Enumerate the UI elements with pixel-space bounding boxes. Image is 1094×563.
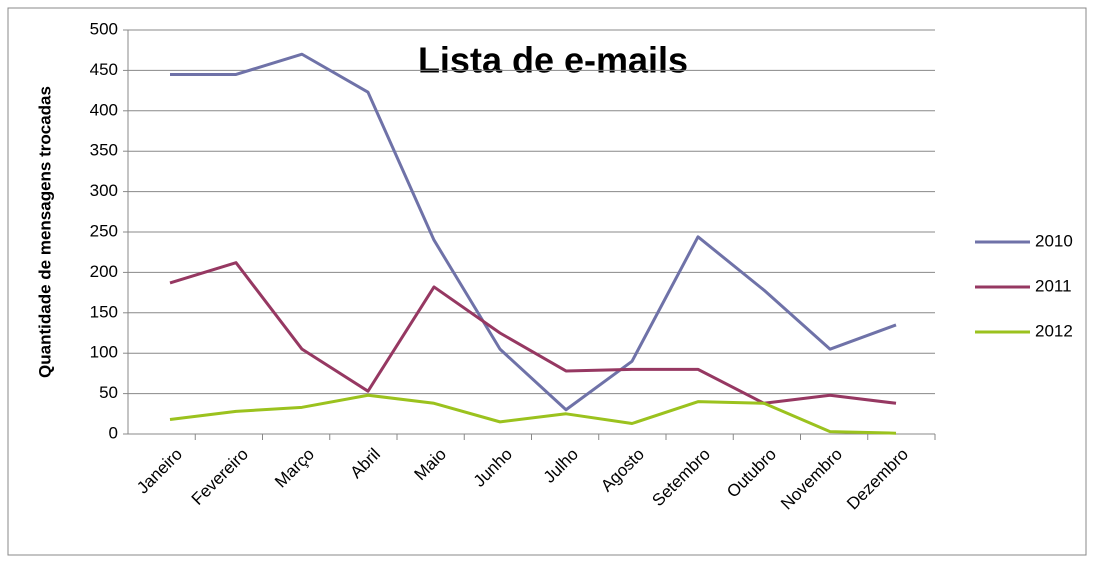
chart-border [7, 7, 1087, 556]
y-tick-label: 150 [90, 302, 118, 321]
chart-title: Lista de e-mails [418, 40, 688, 81]
y-tick-label: 250 [90, 221, 118, 240]
y-tick-label: 50 [99, 383, 118, 402]
series-line [169, 393, 897, 435]
series-line [170, 52, 897, 412]
y-tick-label: 500 [90, 19, 118, 38]
y-tick-label: 0 [109, 423, 118, 442]
y-tick-label: 350 [90, 141, 118, 160]
y-tick-label: 100 [90, 343, 118, 362]
y-tick-label: 450 [90, 60, 118, 79]
legend-label: 2011 [1035, 276, 1072, 295]
y-axis-label: Quantidade de mensagens trocadas [35, 86, 54, 378]
y-tick-label: 200 [90, 262, 118, 281]
y-tick-label: 300 [90, 181, 118, 200]
legend-label: 2012 [1035, 321, 1073, 340]
y-tick-label: 400 [90, 100, 118, 119]
legend-label: 2010 [1035, 231, 1073, 250]
series-line [169, 261, 897, 405]
